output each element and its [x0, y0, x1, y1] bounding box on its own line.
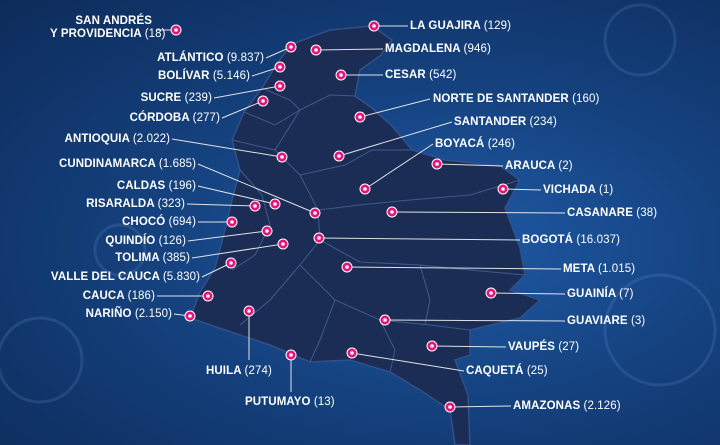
- leader-magdalena: [315, 48, 384, 51]
- marker-quindio: [261, 225, 273, 237]
- marker-huila: [243, 305, 255, 317]
- region-markers: [170, 20, 509, 413]
- leader-amazonas: [449, 405, 512, 408]
- virus-decoration: [0, 3, 717, 404]
- label-quindio: QUINDÍO (126): [105, 235, 186, 247]
- leader-tolima: [191, 243, 284, 259]
- leader-antioquia: [171, 138, 283, 158]
- leader-guainia: [490, 292, 566, 295]
- marker-cundinamarca: [309, 207, 321, 219]
- label-magdalena: MAGDALENA (946): [385, 43, 491, 55]
- leader-bogota: [318, 237, 521, 241]
- leader-casanare: [391, 211, 566, 214]
- leader-vichada: [502, 188, 542, 191]
- marker-norte-de-santander: [354, 111, 366, 123]
- leader-caldas: [197, 185, 276, 205]
- marker-cauca: [202, 290, 214, 302]
- label-san-andres: SAN ANDRÉS Y PROVIDENCIA (18): [50, 15, 166, 40]
- marker-boyaca: [359, 183, 371, 195]
- label-cesar: CESAR (542): [385, 69, 457, 81]
- country-shape: [189, 25, 542, 445]
- leader-guaviare: [384, 319, 566, 322]
- label-tolima: TOLIMA (385): [115, 252, 190, 264]
- marker-casanare: [386, 206, 398, 218]
- label-narino: NARIÑO (2.150): [85, 308, 172, 320]
- label-guaviare: GUAVIARE (3): [567, 315, 646, 327]
- marker-cesar: [335, 69, 347, 81]
- leader-cundinamarca: [197, 163, 316, 214]
- label-guainia: GUAINÍA (7): [567, 288, 634, 300]
- marker-cordoba: [257, 95, 269, 107]
- leader-arauca: [436, 163, 504, 167]
- leader-santander: [338, 121, 453, 157]
- label-cordoba: CÓRDOBA (277): [129, 112, 220, 124]
- leader-risaralda: [186, 203, 256, 207]
- leader-norte-de-santander: [359, 98, 431, 118]
- label-caldas: CALDAS (196): [116, 180, 196, 192]
- marker-vichada: [497, 183, 509, 195]
- label-cauca: CAUCA (186): [82, 290, 155, 302]
- leader-caqueta: [351, 352, 465, 372]
- marker-guaviare: [379, 314, 391, 326]
- marker-tolima: [277, 238, 289, 250]
- label-putumayo: PUTUMAYO (13): [245, 396, 335, 408]
- label-boyaca: BOYACÁ (246): [435, 138, 516, 150]
- marker-san-andres: [170, 24, 182, 36]
- label-amazonas: AMAZONAS (2.126): [513, 400, 621, 412]
- marker-santander: [333, 150, 345, 162]
- label-choco: CHOCÓ (694): [122, 216, 196, 228]
- label-bogota: BOGOTÁ (16.037): [522, 234, 621, 246]
- marker-sucre: [274, 80, 286, 92]
- marker-risaralda: [249, 200, 261, 212]
- leader-vaupes: [431, 345, 507, 348]
- marker-amazonas: [444, 401, 456, 413]
- label-huila: HUILA (274): [206, 365, 272, 377]
- label-casanare: CASANARE (38): [567, 207, 658, 219]
- marker-magdalena: [310, 44, 322, 56]
- marker-meta: [341, 261, 353, 273]
- marker-choco: [226, 216, 238, 228]
- marker-bogota: [313, 232, 325, 244]
- label-arauca: ARAUCA (2): [505, 160, 573, 172]
- marker-valle-del-cauca: [225, 257, 237, 269]
- label-santander: SANTANDER (234): [454, 116, 557, 128]
- label-valle-del-cauca: VALLE DEL CAUCA (5.830): [50, 271, 200, 283]
- label-la-guajira: LA GUAJIRA (129): [410, 20, 512, 32]
- label-bolivar: BOLÍVAR (5.146): [157, 70, 250, 82]
- marker-antioquia: [276, 151, 288, 163]
- label-caqueta: CAQUETÁ (25): [466, 365, 548, 377]
- marker-putumayo: [285, 349, 297, 361]
- marker-guainia: [485, 287, 497, 299]
- marker-narino: [184, 310, 196, 322]
- label-vichada: VICHADA (1): [543, 184, 614, 196]
- marker-vaupes: [426, 340, 438, 352]
- marker-bolivar: [274, 61, 286, 73]
- label-cundinamarca: CUNDINAMARCA (1.685): [58, 158, 196, 170]
- label-sucre: SUCRE (239): [140, 92, 212, 104]
- label-meta: META (1.015): [563, 263, 636, 275]
- marker-la-guajira: [368, 20, 380, 32]
- label-risaralda: RISARALDA (323): [86, 198, 185, 210]
- label-norte-de-santander: NORTE DE SANTANDER (160): [433, 93, 600, 105]
- marker-caqueta: [346, 347, 358, 359]
- leader-meta: [346, 266, 562, 270]
- marker-caldas: [269, 198, 281, 210]
- label-vaupes: VAUPÉS (27): [508, 341, 580, 353]
- leader-sucre: [213, 85, 281, 99]
- leader-boyaca: [364, 143, 434, 190]
- marker-atlantico: [285, 41, 297, 53]
- leader-lines: [156, 25, 566, 408]
- label-atlantico: ATLÁNTICO (9.837): [157, 52, 264, 64]
- label-antioquia: ANTIOQUIA (2.022): [64, 133, 170, 145]
- leader-quindio: [187, 230, 268, 242]
- leader-cordoba: [221, 100, 264, 119]
- marker-arauca: [431, 158, 443, 170]
